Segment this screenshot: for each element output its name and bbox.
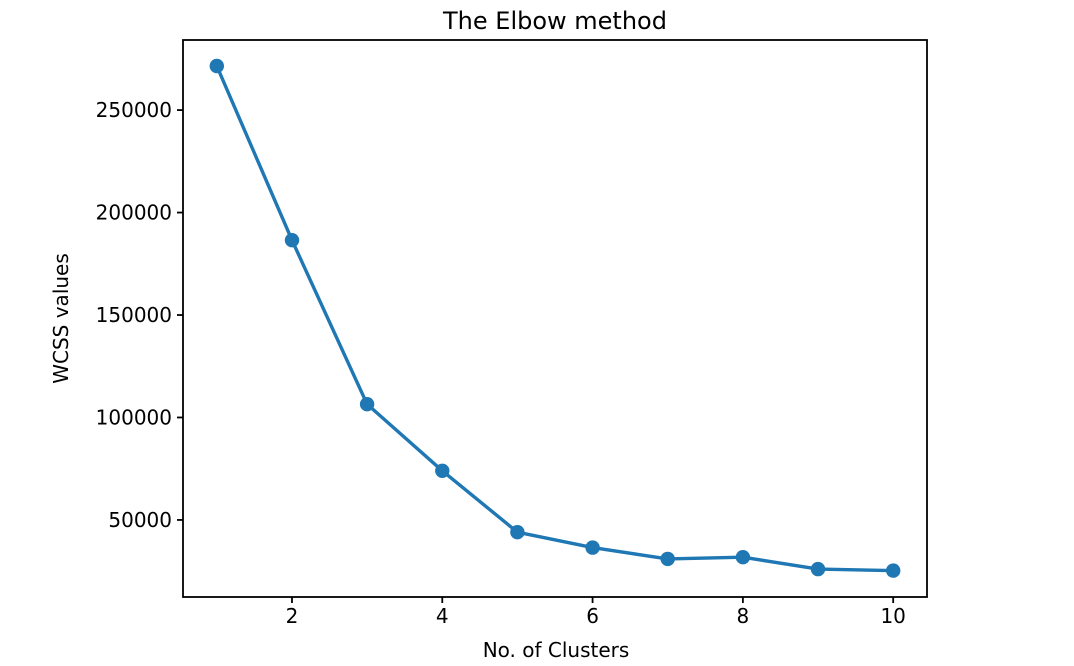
y-tick-label: 150000 bbox=[96, 303, 172, 327]
data-point bbox=[359, 397, 375, 412]
data-point bbox=[510, 525, 525, 540]
data-point bbox=[735, 550, 751, 565]
y-tick-label: 100000 bbox=[96, 405, 172, 429]
x-tick-label: 10 bbox=[880, 604, 905, 628]
x-tick-label: 6 bbox=[586, 604, 599, 628]
y-tick-label: 250000 bbox=[96, 98, 172, 122]
y-axis-label: WCSS values bbox=[49, 253, 73, 384]
chart-title: The Elbow method bbox=[442, 7, 667, 35]
data-point bbox=[660, 551, 675, 567]
data-point bbox=[209, 58, 224, 74]
x-tick-label: 2 bbox=[286, 604, 299, 628]
x-tick-label: 4 bbox=[436, 604, 449, 628]
data-point bbox=[284, 233, 300, 248]
x-axis-ticks: 2 4 6 8 10 bbox=[286, 597, 906, 628]
y-tick-label: 50000 bbox=[108, 508, 172, 532]
y-tick-label: 200000 bbox=[96, 201, 172, 225]
x-tick-label: 8 bbox=[737, 604, 750, 628]
data-point bbox=[585, 540, 600, 555]
plot-border bbox=[182, 39, 928, 598]
series-line bbox=[215, 64, 895, 573]
x-axis-label: No. of Clusters bbox=[483, 638, 630, 662]
y-axis-ticks: 50000 100000 150000 200000 250000 bbox=[96, 98, 183, 532]
data-point bbox=[435, 463, 450, 478]
data-point bbox=[810, 561, 826, 577]
series-markers bbox=[209, 58, 901, 578]
data-point bbox=[886, 563, 901, 578]
